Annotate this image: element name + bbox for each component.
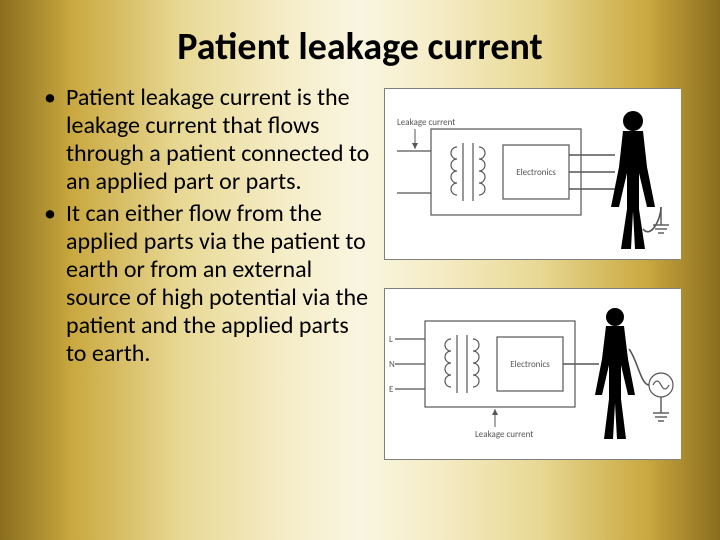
electronics-label: Electronics <box>516 167 556 178</box>
bullet-text: Patient leakage current is the leakage c… <box>66 84 374 196</box>
image-column: Electronics Leakage current <box>384 84 684 460</box>
line-label-L: L <box>389 334 393 345</box>
leakage-label: Leakage current <box>397 117 455 128</box>
bullet-mark: • <box>44 84 66 196</box>
slide-title: Patient leakage current <box>0 0 720 84</box>
leakage-label: Leakage current <box>475 429 533 440</box>
bullet-mark: • <box>44 200 66 368</box>
bullet-item: • It can either flow from the applied pa… <box>44 200 374 368</box>
bullet-item: • Patient leakage current is the leakage… <box>44 84 374 196</box>
line-label-N: N <box>389 359 395 370</box>
text-column: • Patient leakage current is the leakage… <box>44 84 384 460</box>
content-row: • Patient leakage current is the leakage… <box>0 84 720 460</box>
diagram-leakage-to-earth: Electronics Leakage current <box>384 88 680 260</box>
line-label-E: E <box>389 384 394 395</box>
electronics-label: Electronics <box>510 359 550 370</box>
bullet-text: It can either flow from the applied part… <box>66 200 374 368</box>
diagram-external-source: Electronics L N E Leakage current <box>384 288 680 460</box>
